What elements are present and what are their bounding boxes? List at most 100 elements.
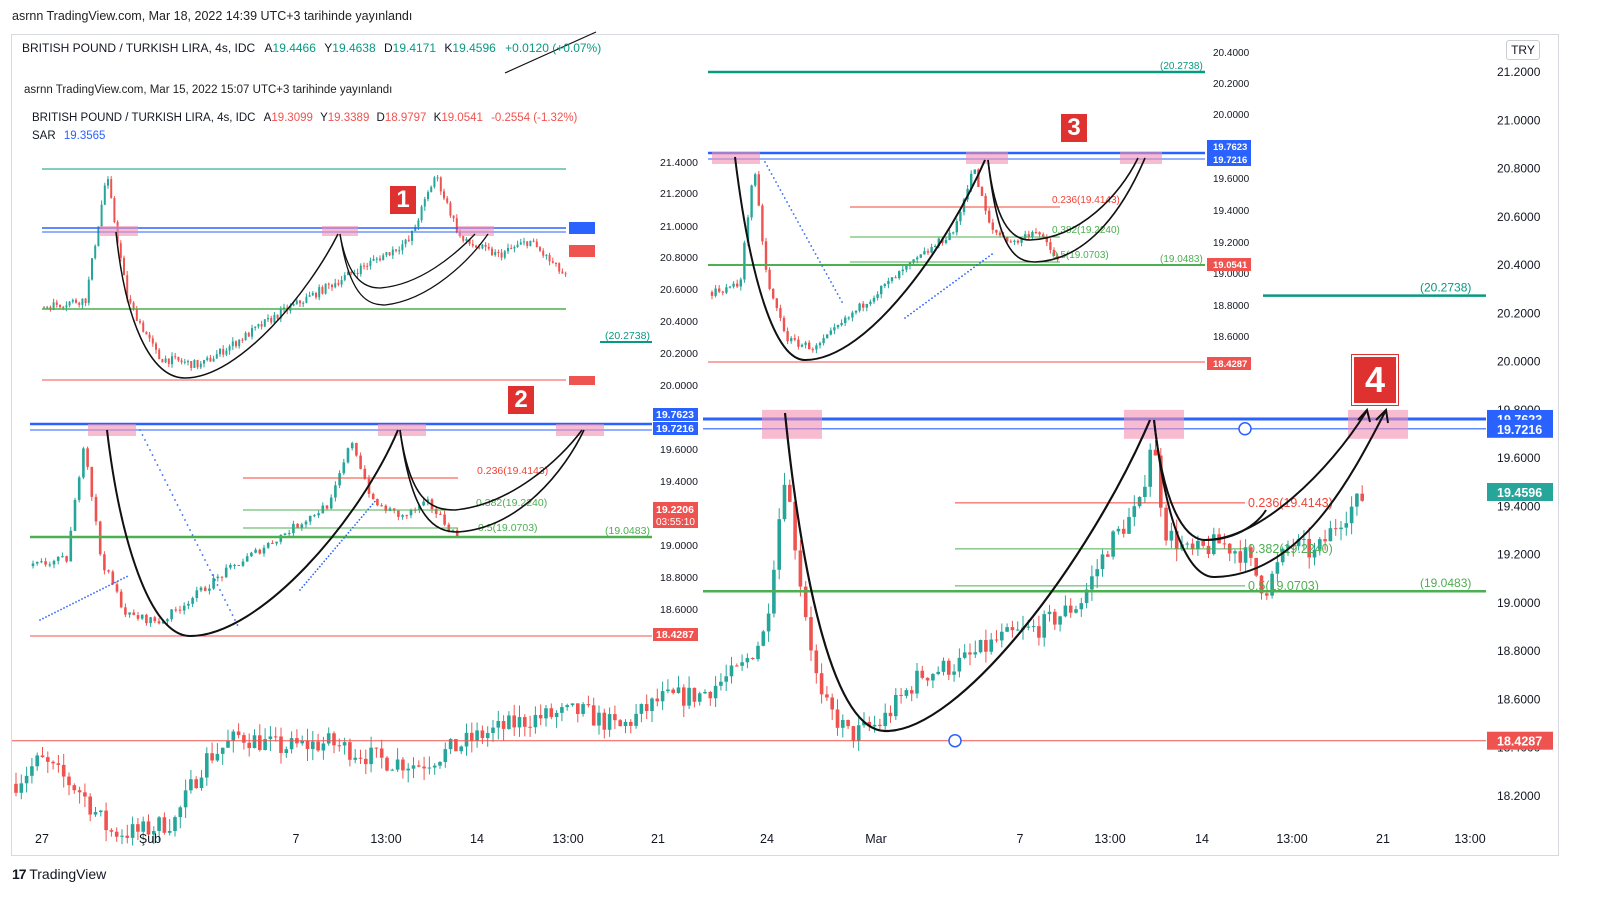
candle-body: [273, 314, 276, 323]
candle-body: [409, 509, 413, 516]
sar-dot: [832, 285, 835, 287]
candle-body: [1037, 626, 1041, 638]
sar-dot: [922, 303, 924, 306]
footer-brand[interactable]: 17 TradingView: [12, 866, 106, 882]
sar-dot: [60, 608, 62, 611]
candle-body: [455, 218, 458, 232]
x-tick-label: 14: [1195, 832, 1209, 846]
sar-dot: [81, 598, 83, 600]
sar-dot: [764, 161, 766, 163]
candle-body: [100, 204, 103, 227]
candle-body: [714, 288, 717, 296]
candle-body: [710, 292, 714, 296]
sar-dot: [39, 619, 41, 621]
candle-body: [390, 769, 395, 771]
candle-body: [356, 272, 359, 275]
sar-dot: [970, 268, 972, 271]
candle-body: [1238, 551, 1243, 563]
sar-dot: [362, 513, 365, 516]
candle-body: [676, 687, 681, 694]
sar-dot: [812, 249, 815, 251]
resistance-zone: [966, 152, 1008, 164]
candle-body: [251, 327, 253, 337]
candle-body: [337, 745, 342, 747]
candle-body: [401, 515, 404, 517]
candle-body: [840, 323, 843, 326]
resistance-zone: [378, 424, 426, 436]
candle-body: [869, 301, 872, 304]
candle-body: [841, 720, 845, 728]
candle-body: [235, 341, 237, 347]
candle-body: [465, 238, 468, 241]
candle-body: [1333, 528, 1338, 530]
candle-body: [119, 243, 122, 258]
price-label-box: [1207, 258, 1251, 271]
candle-body: [491, 727, 495, 734]
candle-body: [1074, 609, 1078, 613]
sar-dot: [770, 173, 773, 175]
candle-body: [989, 639, 993, 652]
candle-body: [968, 652, 972, 655]
x-tick-label: 13:00: [370, 832, 401, 846]
sar-dot: [347, 531, 350, 534]
candle-body: [417, 220, 420, 227]
candle-body: [305, 740, 310, 750]
countdown-label: 03:55:10: [656, 517, 695, 528]
price-label: 19.0541: [1213, 260, 1248, 271]
candle-body: [894, 277, 897, 279]
y-tick-label: 20.0000: [1213, 110, 1250, 121]
candle-body: [132, 612, 136, 616]
currency-button[interactable]: TRY: [1506, 40, 1540, 60]
y-tick-label: 18.6000: [1213, 332, 1250, 343]
sar-dot: [181, 514, 184, 516]
sar-dot: [961, 275, 963, 278]
candle-body: [329, 497, 333, 509]
candle-body: [1318, 539, 1322, 550]
candle-body: [756, 645, 760, 660]
x-tick-label: 13:00: [552, 832, 583, 846]
candle-body: [1006, 236, 1009, 242]
badge-4: 4: [1352, 355, 1398, 405]
candle-body: [936, 671, 940, 675]
candle-body: [475, 245, 477, 248]
sar-dot: [904, 317, 906, 319]
candle-body: [811, 349, 814, 351]
candle-body: [655, 698, 660, 702]
candle-body: [1302, 538, 1306, 540]
y-tick-label: 18.8000: [1497, 644, 1541, 658]
candle-body: [1005, 627, 1009, 632]
candle-body: [206, 357, 209, 361]
sar-dot: [360, 516, 363, 519]
open-value: 19.4466: [272, 41, 316, 55]
sar-dot: [967, 270, 969, 273]
candle-body: [1148, 449, 1152, 487]
candle-body: [343, 275, 346, 280]
candle-body: [139, 320, 141, 323]
sar-dot: [219, 589, 221, 591]
y-tick-label: 18.8000: [1213, 301, 1250, 312]
candle-body: [327, 283, 330, 285]
candle-body: [219, 349, 221, 355]
badge-3: 3: [1061, 114, 1087, 142]
candle-body: [77, 477, 81, 500]
high-value: 19.4638: [332, 41, 376, 55]
candle-body: [191, 597, 194, 604]
y-tick-label: 18.6000: [1497, 692, 1541, 706]
candle-body: [947, 660, 951, 675]
inset-panel-left-top: [22, 80, 702, 398]
candle-body: [254, 549, 257, 553]
sar-dot: [841, 301, 843, 303]
candle-body: [570, 703, 575, 706]
candle-body: [242, 735, 246, 743]
candle-body: [1116, 528, 1121, 532]
candle-body: [379, 258, 381, 261]
candle-body: [404, 239, 407, 245]
candle-body: [71, 299, 74, 302]
candle-body: [1031, 232, 1034, 238]
sar-dot: [151, 454, 154, 456]
candle-body: [919, 254, 922, 258]
candle-body: [363, 265, 365, 267]
candle-body: [995, 229, 998, 233]
sar-dot: [768, 169, 771, 171]
